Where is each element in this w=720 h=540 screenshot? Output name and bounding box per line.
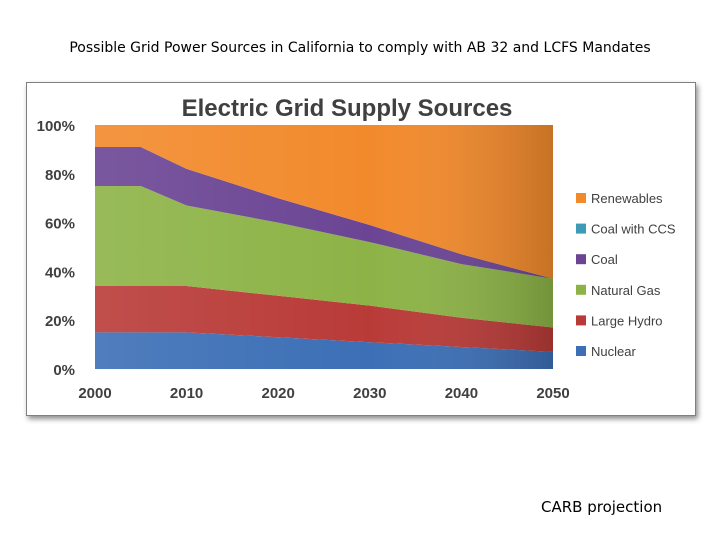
legend-label: Natural Gas — [591, 283, 661, 298]
legend-swatch — [576, 284, 586, 295]
x-tick-label: 2040 — [445, 385, 478, 402]
chart-container: Electric Grid Supply Sources 0% 20% 40% 60%… — [26, 82, 696, 416]
x-tick-label: 2000 — [78, 385, 111, 402]
legend-swatch — [576, 223, 586, 234]
y-tick-label: 80% — [45, 167, 75, 184]
x-tick-label: 2020 — [262, 385, 295, 402]
legend-label: Renewables — [591, 191, 663, 206]
legend-swatch — [576, 193, 586, 203]
x-tick-label: 2010 — [170, 385, 203, 402]
y-tick-label: 20% — [45, 313, 75, 330]
y-tick-label: 0% — [53, 362, 75, 379]
legend-swatch — [576, 254, 586, 265]
y-tick-label: 100% — [37, 118, 75, 135]
legend-label: Large Hydro — [591, 313, 663, 328]
chart-title: Electric Grid Supply Sources — [182, 95, 513, 122]
legend-swatch — [576, 346, 586, 356]
legend-label: Nuclear — [591, 344, 636, 359]
x-tick-label: 2030 — [353, 385, 386, 402]
legend-label: Coal — [591, 252, 618, 267]
footer-note: CARB projection — [541, 498, 663, 516]
y-tick-label: 60% — [45, 216, 75, 233]
x-tick-label: 2050 — [536, 385, 569, 402]
plot-sheen — [95, 125, 553, 369]
y-tick-label: 40% — [45, 264, 75, 281]
slide-title: Possible Grid Power Sources in Californi… — [69, 40, 651, 56]
area-chart: Electric Grid Supply Sources 0% 20% 40% 60%… — [37, 95, 676, 402]
legend-label: Coal with CCS — [591, 222, 676, 237]
legend-swatch — [576, 315, 586, 326]
